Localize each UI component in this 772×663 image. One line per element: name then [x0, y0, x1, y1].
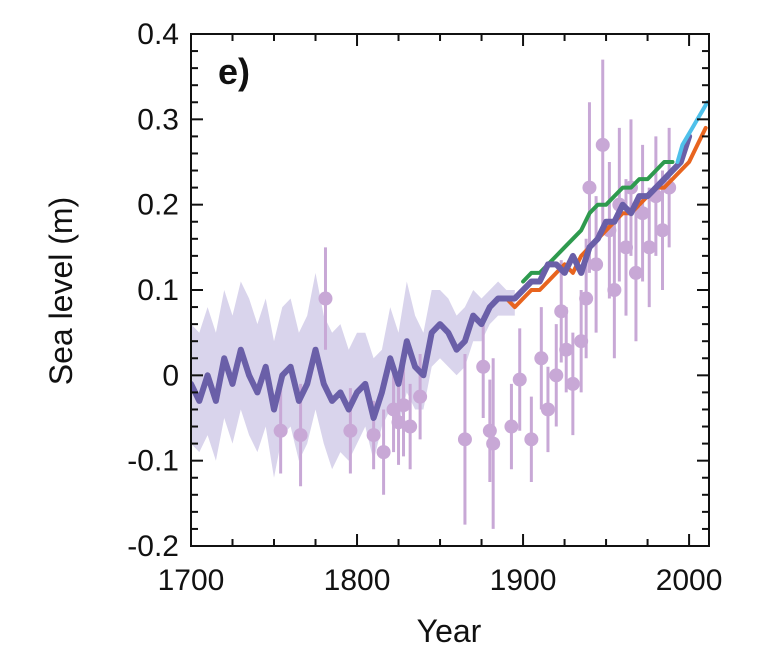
proxy-point — [607, 221, 622, 359]
proxy-point-marker — [343, 423, 358, 438]
proxy-point-marker — [403, 419, 418, 434]
proxy-point — [642, 187, 657, 308]
proxy-point-marker — [565, 376, 580, 391]
proxy-point — [595, 59, 610, 231]
proxy-point — [589, 196, 604, 333]
proxy-point — [524, 396, 539, 482]
proxy-point-marker — [396, 398, 411, 413]
plot-frame — [190, 33, 710, 547]
proxy-point — [628, 204, 643, 342]
proxy-point-marker — [366, 428, 381, 443]
proxy-point — [403, 383, 418, 470]
proxy-point-marker — [589, 257, 604, 272]
uncertainty-band-layer — [191, 272, 515, 478]
uncertainty-band — [191, 272, 515, 478]
proxy-point — [476, 315, 491, 418]
proxy-point — [559, 307, 574, 393]
proxy-point-marker — [318, 291, 333, 306]
x-tick-label: 1900 — [490, 564, 557, 597]
proxy-point — [504, 383, 519, 470]
proxy-point-marker — [642, 240, 657, 255]
proxy-point — [482, 379, 497, 482]
x-tick-label: 1800 — [324, 564, 391, 597]
series-lines-layer — [191, 100, 709, 421]
y-axis-title: Sea level (m) — [43, 197, 79, 386]
proxy-point-marker — [293, 428, 308, 443]
y-tick-label: 0.2 — [137, 189, 179, 222]
proxy-point — [635, 144, 650, 282]
proxy-point-marker — [486, 436, 501, 451]
proxy-point-marker — [540, 402, 555, 417]
proxy-point — [540, 366, 555, 453]
proxy-point-marker — [413, 389, 428, 404]
proxy-point — [565, 332, 580, 436]
y-tick-label: 0.1 — [137, 274, 179, 307]
proxy-point-marker — [595, 137, 610, 152]
proxy-point-marker — [655, 223, 670, 238]
proxy-point — [512, 328, 527, 431]
proxy-point — [457, 354, 472, 525]
proxy-point-marker — [628, 265, 643, 280]
proxy-point — [534, 307, 549, 410]
y-tick-label: 0 — [162, 359, 179, 392]
panel-label: e) — [218, 51, 250, 92]
axes-layer: 1700 1800 1900 2000 -0.2 -0.1 0 0.1 0.2 0.3 0.4 — [127, 18, 722, 597]
proxy-point-marker — [549, 368, 564, 383]
proxy-point — [273, 388, 288, 474]
y-tick-label: -0.1 — [127, 445, 179, 478]
x-axis-title: Year — [417, 613, 482, 649]
x-tick-label: 2000 — [656, 564, 723, 597]
proxy-point-marker — [376, 445, 391, 460]
proxy-point-marker — [579, 291, 594, 306]
proxy-point-marker — [457, 432, 472, 447]
proxy-point-marker — [504, 419, 519, 434]
proxy-point-marker — [582, 180, 597, 195]
proxy-point-marker — [476, 359, 491, 374]
proxy-point — [549, 324, 564, 427]
x-tick-label: 1700 — [158, 564, 225, 597]
proxy-point — [655, 170, 670, 290]
proxy-point-marker — [635, 206, 650, 221]
y-tick-label: -0.2 — [127, 530, 179, 563]
series-line-light-blue — [675, 100, 709, 164]
proxy-point-marker — [534, 351, 549, 366]
proxy-point-marker — [524, 432, 539, 447]
y-tick-label: 0.4 — [137, 18, 179, 51]
proxy-point-marker — [482, 423, 497, 438]
proxy-point — [376, 409, 391, 495]
proxy-point-marker — [559, 342, 574, 357]
proxy-point-marker — [512, 372, 527, 387]
proxy-point-marker — [607, 283, 622, 297]
proxy-point — [486, 358, 501, 529]
series-line-reconstruction — [191, 133, 693, 421]
proxy-point-marker — [273, 423, 288, 438]
proxy-point — [318, 247, 333, 350]
y-tick-label: 0.3 — [137, 103, 179, 136]
